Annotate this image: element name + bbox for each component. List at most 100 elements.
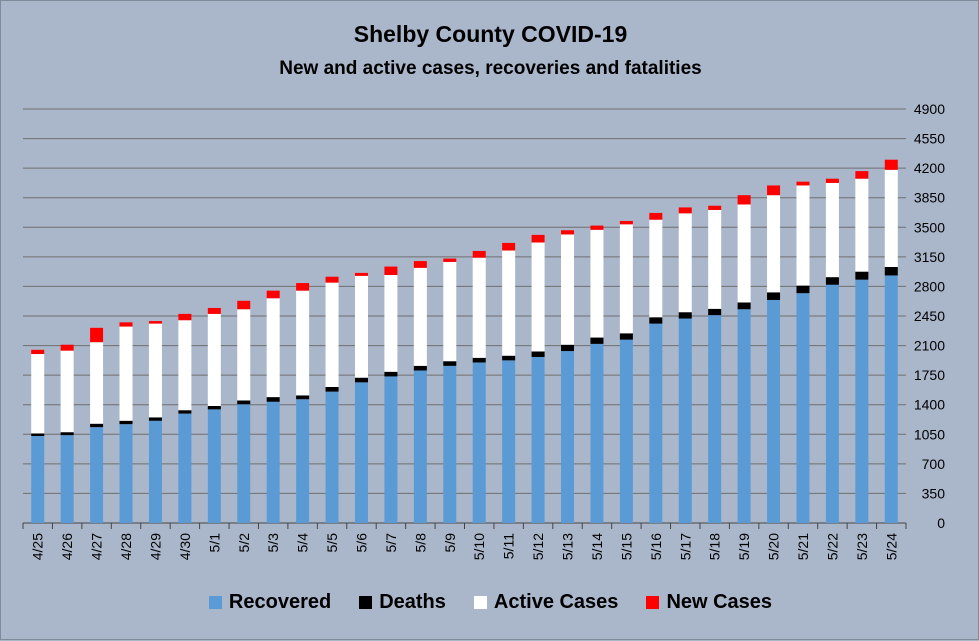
bar-deaths [325, 386, 339, 392]
bar-deaths [708, 308, 722, 316]
x-tick-label: 4/26 [59, 533, 75, 560]
bar-deaths [296, 395, 310, 400]
bar-recovered [737, 309, 751, 523]
bar-deaths [90, 423, 104, 428]
bar-new-cases [354, 272, 368, 276]
bar-recovered [31, 435, 45, 523]
bar-new-cases [266, 290, 280, 299]
bar-new-cases [178, 313, 192, 321]
bar-active-cases [384, 275, 398, 372]
bar-active-cases [561, 234, 575, 345]
x-axis-ticks: 4/25 4/26 4/27 4/28 4/29 4/30 5/1 5/2 5/3 5/4 5/5 5… [22, 523, 907, 560]
bar-active-cases [443, 261, 457, 362]
bar-active-cases [325, 282, 339, 387]
bar-deaths [678, 312, 692, 319]
x-tick-label: 5/21 [795, 533, 811, 560]
bar-active-cases [678, 213, 692, 313]
bar-recovered [354, 382, 368, 523]
y-tick-label: 1750 [914, 367, 945, 383]
bar-new-cases [472, 250, 486, 258]
bar-new-cases [796, 181, 810, 186]
bar-deaths [148, 417, 162, 421]
bar-active-cases [737, 204, 751, 303]
x-tick-label: 5/9 [442, 533, 458, 553]
bar-active-cases [796, 185, 810, 286]
y-tick-label: 4550 [914, 131, 945, 147]
bar-recovered [561, 351, 575, 523]
bar-new-cases [590, 225, 604, 230]
x-tick-label: 5/15 [618, 533, 634, 560]
x-tick-label: 5/23 [854, 533, 870, 560]
bar-new-cases [502, 242, 516, 251]
y-tick-label: 700 [922, 456, 946, 472]
x-tick-label: 4/29 [147, 533, 163, 560]
bar-new-cases [60, 344, 74, 351]
bar-recovered [60, 435, 74, 523]
bar-recovered [825, 284, 839, 523]
bar-new-cases [855, 171, 869, 179]
x-tick-label: 5/12 [530, 533, 546, 560]
legend-item-new-cases: New Cases [646, 591, 772, 614]
bar-recovered [384, 376, 398, 523]
y-tick-label: 3850 [914, 190, 945, 206]
x-tick-label: 5/20 [766, 533, 782, 560]
bar-deaths [413, 365, 427, 371]
bar-active-cases [472, 257, 486, 358]
x-tick-label: 5/11 [501, 533, 517, 559]
x-tick-label: 5/7 [383, 533, 399, 553]
bar-recovered [619, 339, 633, 523]
legend-swatch [646, 596, 660, 609]
bar-active-cases [119, 326, 133, 421]
legend-item-active-cases: Active Cases [473, 591, 618, 614]
x-tick-label: 5/5 [324, 533, 340, 553]
x-tick-label: 4/30 [177, 533, 193, 560]
bar-active-cases [619, 224, 633, 334]
legend-item-recovered: Recovered [208, 591, 331, 614]
bar-active-cases [884, 169, 898, 267]
x-tick-label: 5/13 [560, 533, 576, 560]
bar-active-cases [266, 298, 280, 398]
bar-new-cases [90, 327, 104, 343]
bar-active-cases [296, 290, 310, 396]
bar-deaths [60, 432, 74, 436]
y-tick-label: 1400 [914, 397, 945, 413]
x-tick-label: 5/8 [412, 533, 428, 553]
bar-deaths [472, 357, 486, 363]
bar-recovered [590, 343, 604, 523]
bar-deaths [649, 317, 663, 324]
bar-active-cases [31, 354, 45, 434]
bar-recovered [472, 362, 486, 523]
bar-active-cases [825, 182, 839, 278]
bar-new-cases [531, 234, 545, 243]
bar-recovered [884, 275, 898, 523]
bar-recovered [531, 356, 545, 523]
legend-swatch [473, 596, 487, 609]
bar-active-cases [855, 178, 869, 272]
bar-recovered [207, 409, 221, 523]
x-tick-label: 4/25 [30, 533, 46, 560]
bar-recovered [237, 404, 251, 523]
bar-active-cases [148, 323, 162, 418]
bar-new-cases [384, 266, 398, 276]
legend-item-deaths: Deaths [359, 591, 446, 614]
bar-active-cases [207, 313, 221, 406]
bar-deaths [502, 355, 516, 361]
bar-new-cases [148, 321, 162, 324]
bar-active-cases [502, 250, 516, 356]
x-tick-label: 5/2 [236, 533, 252, 553]
x-tick-label: 5/3 [265, 533, 281, 553]
bar-new-cases [825, 178, 839, 183]
bar-deaths [384, 371, 398, 377]
x-tick-label: 5/22 [824, 533, 840, 560]
bar-new-cases [237, 300, 251, 310]
y-tick-label: 4900 [914, 101, 945, 117]
bar-deaths [354, 377, 368, 383]
x-tick-label: 5/6 [353, 533, 369, 553]
bar-recovered [649, 323, 663, 523]
bar-new-cases [619, 220, 633, 225]
legend-swatch [208, 596, 222, 609]
bar-deaths [119, 420, 133, 425]
y-tick-label: 3500 [914, 219, 945, 235]
